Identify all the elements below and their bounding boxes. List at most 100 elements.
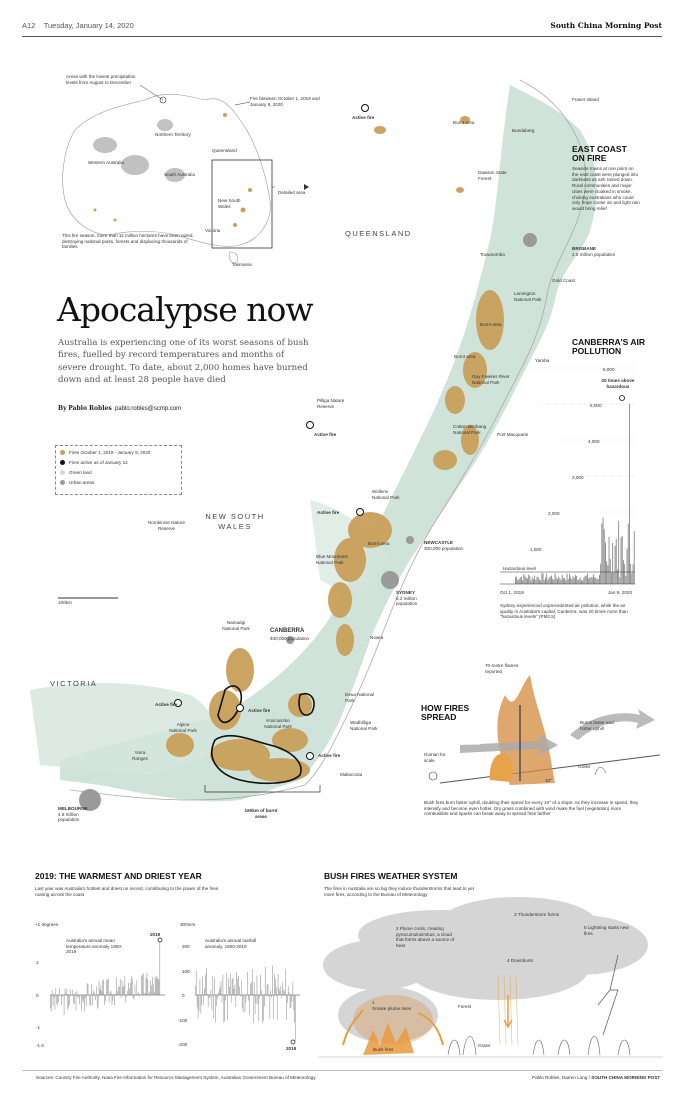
anomaly-bar	[229, 986, 230, 995]
rain-year-label: 2019	[286, 1046, 297, 1051]
anomaly-bar	[154, 976, 156, 995]
anomaly-bar	[255, 995, 257, 1004]
anomaly-bar	[152, 977, 153, 995]
rain-tick: 200	[182, 944, 190, 949]
page-header: A12 Tuesday, January 14, 2020 South Chin…	[22, 18, 662, 37]
rain-tick: 0	[182, 993, 185, 998]
anomaly-bar	[197, 995, 199, 1019]
anomaly-bar	[95, 995, 96, 1000]
air-pollution-chart	[500, 367, 635, 585]
aq-bar	[599, 575, 600, 584]
place-label: Mallacoota	[340, 772, 363, 777]
legend-item: Fires active as of January 12	[60, 460, 128, 466]
aq-bar	[558, 576, 560, 584]
anomaly-bar	[195, 970, 197, 995]
anomaly-bar	[220, 980, 222, 995]
anomaly-bar	[251, 981, 252, 995]
region-label: New South Wales	[218, 198, 241, 209]
aq-bar	[617, 569, 618, 584]
anomaly-bar	[215, 995, 216, 1023]
legend-item: Fires October 1, 2019 - January 9, 2020	[60, 450, 150, 456]
anomaly-bar	[277, 973, 279, 995]
aq-bar	[563, 578, 564, 584]
aq-bar	[587, 573, 588, 584]
anomaly-bar	[240, 995, 241, 997]
aq-bar	[593, 574, 594, 584]
aq-bar	[572, 576, 574, 584]
aq-bar	[516, 576, 518, 584]
anomaly-bar	[250, 984, 251, 995]
active-fire-label: Active fire	[155, 702, 178, 707]
aq-bar	[566, 573, 568, 584]
aq-bar	[627, 523, 629, 584]
anomaly-bar	[66, 989, 68, 995]
place-label: Wadbilliga National Park	[350, 720, 378, 731]
anomaly-bar	[198, 995, 200, 1012]
anomaly-bar	[142, 974, 143, 995]
anomaly-bar	[133, 995, 135, 1000]
east-coast-title: EAST COAST ON FIRE	[572, 144, 627, 164]
aq-bar	[624, 564, 626, 584]
anomaly-bar	[261, 990, 262, 995]
aq-bar	[608, 536, 610, 584]
place-label: Lamington National Park	[514, 291, 542, 302]
anomaly-bar	[145, 977, 147, 995]
aq-bar	[533, 579, 534, 584]
aq-bar	[567, 579, 569, 584]
legend-item: Green land	[60, 470, 92, 476]
anomaly-bar	[126, 995, 127, 997]
anomaly-bar	[218, 989, 220, 995]
temp-tick: -1	[36, 1025, 41, 1030]
anomaly-bar	[287, 985, 289, 995]
anomaly-bar	[104, 995, 105, 1005]
place-label: Kosciuszko National Park	[264, 718, 292, 729]
aq-bar	[542, 573, 544, 584]
place-label: Alpine National Park	[169, 722, 197, 733]
anomaly-bar	[253, 981, 255, 995]
anomaly-bar	[131, 978, 133, 995]
place-label: Yamba	[535, 358, 550, 363]
anomaly-bar	[99, 988, 101, 995]
map-legend	[55, 445, 182, 495]
aq-bar	[584, 575, 586, 584]
anomaly-bar	[83, 995, 84, 1003]
aq-bar	[519, 577, 521, 584]
aq-bar	[618, 520, 620, 584]
anomaly-bar	[284, 991, 285, 995]
anomaly-bar	[134, 984, 136, 995]
byline: By Pablo Robles pablo.robles@scmp.com	[58, 405, 182, 412]
anomaly-bar	[90, 995, 92, 1006]
aq-bar	[525, 577, 527, 584]
anomaly-bar	[273, 995, 274, 1020]
aq-bar	[609, 559, 611, 584]
anomaly-bar	[146, 972, 148, 995]
anomaly-bar	[87, 983, 89, 995]
aq-bar	[601, 523, 603, 584]
anomaly-bar	[295, 995, 296, 1041]
state-label-victoria: VICTORIA	[50, 679, 98, 688]
aq-bar	[537, 577, 539, 584]
aq-bar	[553, 579, 555, 584]
anomaly-bar	[294, 995, 295, 1023]
inset-australia-map	[62, 84, 275, 264]
aq-bar	[531, 577, 533, 584]
anomaly-bar	[94, 992, 95, 995]
anomaly-bar	[288, 992, 290, 995]
anomaly-bar	[118, 986, 119, 995]
anomaly-bar	[289, 995, 291, 1009]
anomaly-bar	[125, 995, 127, 1003]
anomaly-bar	[73, 995, 75, 1005]
aq-bar	[605, 542, 606, 584]
aq-bar	[530, 580, 532, 584]
anomaly-bar	[256, 975, 258, 995]
anomaly-bar	[112, 995, 114, 1002]
anomaly-bar	[98, 980, 100, 995]
rain-chart-label: Australia's annual rainfall anomaly, 190…	[205, 938, 256, 949]
aq-bar	[548, 577, 550, 584]
anomaly-bar	[263, 995, 264, 1021]
weather-step: 2 Plume cools, creating pyrocumulonimbus…	[396, 926, 455, 949]
aq-bar	[565, 580, 567, 584]
anomaly-bar	[84, 995, 85, 1012]
anomaly-bar	[92, 995, 93, 1006]
peak-marker	[619, 395, 625, 401]
